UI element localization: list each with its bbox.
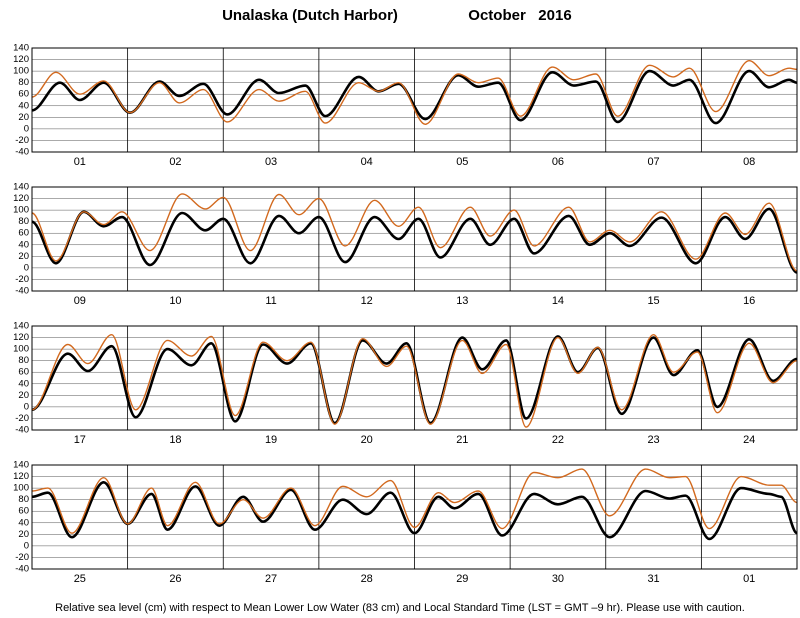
y-tick-label: -20: [15, 274, 29, 285]
y-tick-label: 80: [18, 216, 29, 227]
y-tick-label: 0: [24, 123, 29, 134]
y-tick-label: 120: [13, 332, 29, 343]
x-tick-label: 25: [74, 573, 86, 585]
y-tick-label: 100: [13, 344, 29, 355]
y-tick-label: 20: [18, 112, 29, 123]
x-tick-label: 31: [647, 573, 659, 585]
y-tick-label: 120: [13, 193, 29, 204]
plot-lines: [32, 60, 797, 125]
y-tick-label: 60: [18, 228, 29, 239]
y-tick-label: 80: [18, 494, 29, 505]
x-tick-label: 16: [743, 295, 755, 307]
tide-line: [32, 69, 797, 125]
y-tick-label: 20: [18, 390, 29, 401]
y-tick-label: 20: [18, 251, 29, 262]
x-tick-label: 10: [169, 295, 181, 307]
y-tick-label: 60: [18, 89, 29, 100]
x-tick-label: 19: [265, 434, 277, 446]
y-tick-label: -40: [15, 147, 29, 158]
x-tick-label: 22: [552, 434, 564, 446]
x-tick-label: 05: [456, 156, 468, 168]
y-tick-label: 120: [13, 471, 29, 482]
y-tick-label: 40: [18, 100, 29, 111]
plot-lines: [32, 468, 797, 541]
tide-line: [32, 481, 797, 541]
footnote: Relative sea level (cm) with respect to …: [55, 602, 745, 614]
x-tick-label: 23: [647, 434, 659, 446]
x-tick-label: 17: [74, 434, 86, 446]
x-tick-label: 01: [743, 573, 755, 585]
tide-line: [32, 468, 797, 534]
x-tick-label: 11: [265, 295, 276, 307]
x-tick-label: 27: [265, 573, 277, 585]
x-tick-label: 02: [169, 156, 181, 168]
y-tick-label: -40: [15, 286, 29, 297]
y-tick-label: 20: [18, 529, 29, 540]
y-tick-label: 0: [24, 540, 29, 551]
y-tick-label: 100: [13, 205, 29, 216]
x-tick-label: 29: [456, 573, 468, 585]
plot-frame: [31, 47, 798, 153]
y-tick-label: 100: [13, 66, 29, 77]
x-tick-label: 06: [552, 156, 564, 168]
plot-lines: [32, 193, 797, 274]
chart-title: Unalaska (Dutch Harbor): [222, 7, 398, 24]
y-tick-label: 60: [18, 367, 29, 378]
y-tick-label: 0: [24, 262, 29, 273]
x-tick-label: 04: [361, 156, 373, 168]
y-tick-label: 40: [18, 517, 29, 528]
x-tick-label: 24: [743, 434, 755, 446]
plot-frame: [31, 186, 798, 292]
x-tick-label: 30: [552, 573, 564, 585]
y-tick-label: -20: [15, 413, 29, 424]
y-tick-label: 80: [18, 355, 29, 366]
x-tick-label: 20: [361, 434, 373, 446]
x-tick-label: 28: [361, 573, 373, 585]
tide-line: [32, 207, 797, 274]
tide-line: [32, 333, 797, 428]
x-tick-label: 13: [456, 295, 468, 307]
x-tick-label: 09: [74, 295, 86, 307]
y-tick-label: 100: [13, 483, 29, 494]
y-tick-label: 80: [18, 77, 29, 88]
y-tick-label: 0: [24, 401, 29, 412]
y-tick-label: 40: [18, 239, 29, 250]
x-tick-label: 21: [456, 434, 468, 446]
x-tick-label: 12: [361, 295, 373, 307]
y-tick-label: 140: [13, 182, 29, 193]
x-tick-label: 08: [743, 156, 755, 168]
x-tick-label: 26: [169, 573, 181, 585]
x-tick-label: 03: [265, 156, 277, 168]
x-tick-label: 15: [647, 295, 659, 307]
plot-frame: [31, 325, 798, 431]
chart-period: October 2016: [468, 7, 571, 24]
y-tick-label: -20: [15, 135, 29, 146]
y-tick-label: -40: [15, 564, 29, 575]
plot-lines: [32, 333, 797, 428]
x-tick-label: 07: [647, 156, 659, 168]
y-tick-label: 140: [13, 460, 29, 471]
y-tick-label: -40: [15, 425, 29, 436]
tide-line: [32, 193, 797, 272]
x-tick-label: 14: [552, 295, 564, 307]
y-tick-label: 140: [13, 43, 29, 54]
y-tick-label: 60: [18, 506, 29, 517]
y-tick-label: 120: [13, 54, 29, 65]
tide-line: [32, 60, 797, 125]
y-tick-label: -20: [15, 552, 29, 563]
x-tick-label: 18: [169, 434, 181, 446]
plot-frame: [31, 464, 798, 570]
x-tick-label: 01: [74, 156, 86, 168]
y-tick-label: 40: [18, 378, 29, 389]
y-tick-label: 140: [13, 321, 29, 332]
